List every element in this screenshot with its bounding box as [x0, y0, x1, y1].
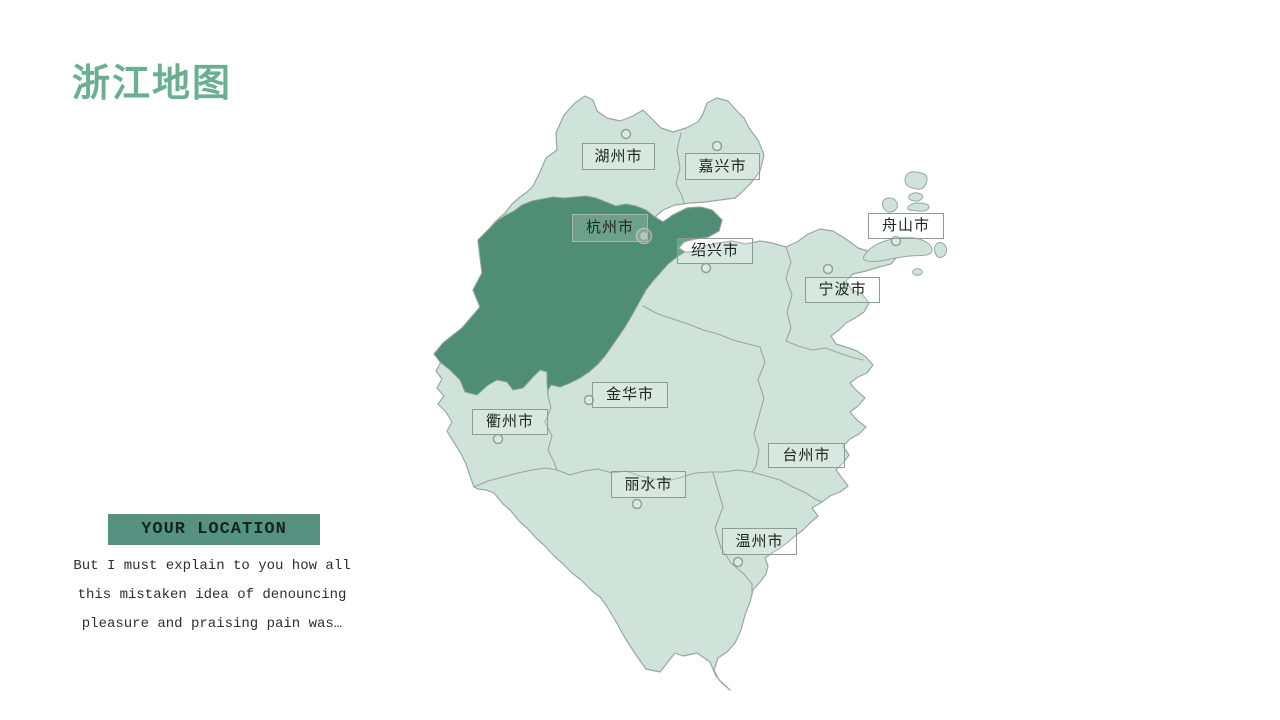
- border-lishui-wenzhou: [712, 472, 753, 596]
- island: [934, 242, 947, 258]
- island: [904, 171, 928, 190]
- location-description: But I must explain to you how all this m…: [62, 552, 362, 639]
- location-line-2: this mistaken idea of denouncing: [77, 587, 347, 603]
- city-label-hangzhou[interactable]: 杭州市: [572, 214, 648, 242]
- region-hangzhou-highlight[interactable]: [433, 195, 723, 397]
- city-marker-quzhou: [492, 433, 504, 445]
- city-label-shaoxing[interactable]: 绍兴市: [677, 238, 753, 264]
- border-ningbo-taizhou: [785, 340, 864, 361]
- city-marker-wenzhou: [732, 556, 744, 568]
- city-markers: [492, 128, 902, 568]
- city-label-jinhua[interactable]: 金华市: [592, 382, 668, 408]
- city-label-jiaxing[interactable]: 嘉兴市: [685, 153, 760, 180]
- island: [882, 197, 898, 213]
- your-location-header: YOUR LOCATION: [108, 514, 320, 545]
- page-title: 浙江地图: [72, 63, 233, 105]
- prefecture-borders: [473, 132, 864, 596]
- city-label-lishui[interactable]: 丽水市: [611, 471, 686, 498]
- border-shaoxing-ningbo: [785, 246, 793, 342]
- island: [907, 202, 930, 212]
- city-marker-lishui: [631, 498, 643, 510]
- city-label-ningbo[interactable]: 宁波市: [805, 277, 880, 303]
- border-huzhou-jiaxing: [675, 132, 685, 204]
- city-label-wenzhou[interactable]: 温州市: [722, 528, 797, 555]
- city-marker-ningbo: [822, 263, 834, 275]
- location-line-3: pleasure and praising pain was…: [81, 616, 343, 632]
- border-shaoxing-jinhua: [642, 305, 761, 348]
- island: [908, 192, 923, 202]
- border-quzhou-jinhua: [544, 395, 558, 471]
- city-label-quzhou[interactable]: 衢州市: [472, 409, 548, 435]
- city-marker-shaoxing: [700, 262, 712, 274]
- map-canvas: [433, 95, 947, 691]
- border-lishui-north: [473, 467, 753, 488]
- city-label-zhoushan[interactable]: 舟山市: [868, 213, 944, 239]
- island: [912, 268, 923, 276]
- zhoushan-islands: [863, 171, 947, 276]
- border-jinhua-taizhou: [751, 346, 766, 473]
- city-label-taizhou[interactable]: 台州市: [768, 443, 845, 468]
- city-marker-huzhou: [620, 128, 632, 140]
- city-marker-jiaxing: [711, 140, 723, 152]
- border-taizhou-wenzhou: [751, 471, 823, 503]
- city-label-huzhou[interactable]: 湖州市: [582, 143, 655, 170]
- city-marker-jinhua: [583, 394, 595, 406]
- island-zhoushan-main: [863, 236, 933, 262]
- location-line-1: But I must explain to you how all: [73, 558, 351, 574]
